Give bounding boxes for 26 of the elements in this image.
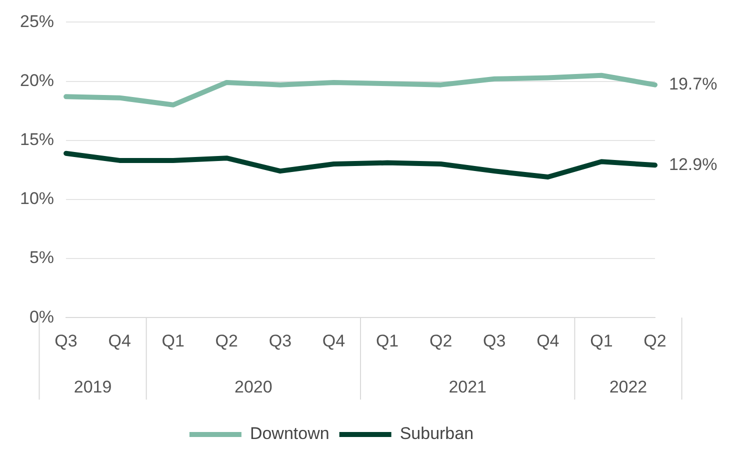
text: 2020 [234, 377, 272, 396]
data-label: 12.9% [669, 154, 718, 174]
x-tick-label: Q1 [590, 331, 613, 350]
text: 2022 [609, 377, 648, 396]
x-tick-label: Q3 [54, 331, 78, 350]
x-tick-label: Q2 [215, 331, 238, 350]
y-tick-label: 5% [29, 248, 54, 268]
legend-label: Suburban [400, 424, 474, 444]
x-tick-label: Q3 [268, 331, 292, 350]
x-tick-label: Q1 [376, 331, 399, 350]
x-tick-label: Q4 [108, 331, 131, 350]
legend-label: Downtown [250, 424, 330, 444]
x-tick-label: Q3 [483, 331, 506, 350]
x-tick-label: Q4 [536, 331, 560, 350]
x-tick-label: Q4 [322, 331, 346, 350]
y-tick-label: 15% [20, 130, 54, 150]
y-tick-label: 25% [20, 12, 54, 31]
text: 2021 [448, 377, 487, 396]
x-tick-label: Q1 [162, 331, 184, 350]
x-tick-label: Q2 [644, 331, 666, 350]
y-tick-label: 0% [29, 307, 54, 326]
y-tick-label: 20% [20, 70, 54, 90]
text: 2019 [74, 377, 112, 396]
y-tick-label: 10% [20, 189, 54, 208]
data-label: 19.7% [669, 74, 718, 94]
x-tick-label: Q2 [429, 331, 452, 350]
